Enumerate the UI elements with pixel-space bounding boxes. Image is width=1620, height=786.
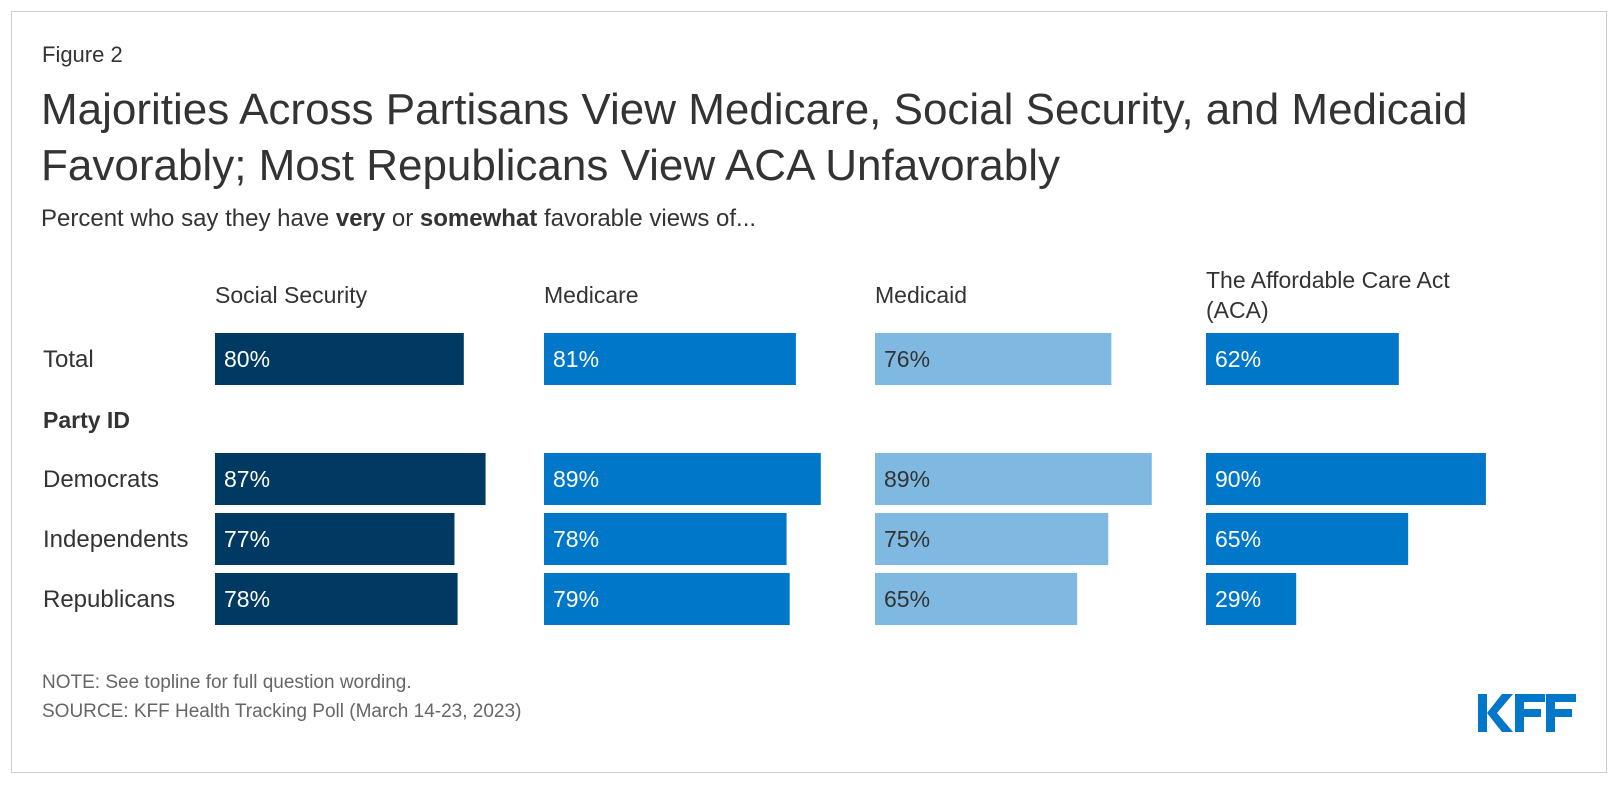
bar [1206,573,1297,625]
bar [875,573,1078,625]
bar [215,573,458,625]
note-text: NOTE: See topline for full question word… [42,672,412,693]
bar [875,333,1112,385]
row-label: Independents [43,526,188,553]
subtitle-bold-somewhat: somewhat [419,205,538,232]
chart-subtitle: Percent who say they have very or somewh… [41,205,756,233]
bar [544,453,821,505]
series-header: Medicare [544,282,639,308]
row-label: Democrats [43,466,159,493]
data-label: 75% [884,526,930,552]
subtitle-bold-very: very [335,205,386,232]
bar [544,573,790,625]
chart-notes: NOTE: See topline for full question word… [42,668,521,726]
data-label: 76% [884,346,930,372]
series-header: Social Security [215,282,368,308]
series-header: (ACA) [1206,297,1269,323]
series-header: The Affordable Care Act [1206,267,1450,293]
bar [1206,333,1399,385]
bar [215,453,486,505]
data-label: 78% [224,586,270,612]
data-label: 77% [224,526,270,552]
data-label: 81% [553,346,599,372]
row-label: Republicans [43,586,175,613]
kff-logo [1478,690,1576,736]
figure-label: Figure 2 [42,42,123,67]
data-label: 80% [224,346,270,372]
data-label: 78% [553,526,599,552]
series-header: Medicaid [875,282,967,308]
data-label: 65% [1215,526,1261,552]
bar [1206,453,1486,505]
bar [544,333,796,385]
subtitle-prefix: Percent who say they have [41,205,336,232]
figure-frame [11,11,1607,773]
bar-chart: Social Security Medicare Medicaid The Affor… [43,267,1486,625]
bar [1206,513,1409,565]
bar [215,333,464,385]
data-label: 89% [553,466,599,492]
subtitle-suffix: favorable views of... [537,205,757,232]
chart-title: Majorities Across Partisans View Medicar… [41,85,1468,190]
row-label: Total [43,346,94,373]
data-label: 29% [1215,586,1261,612]
bar [875,453,1152,505]
group-header-party-id: Party ID [43,407,130,433]
data-label: 87% [224,466,270,492]
data-label: 62% [1215,346,1261,372]
bar [544,513,787,565]
data-label: 90% [1215,466,1261,492]
source-text: SOURCE: KFF Health Tracking Poll (March … [42,701,522,722]
data-label: 65% [884,586,930,612]
data-label: 89% [884,466,930,492]
data-label: 79% [553,586,599,612]
bar [875,513,1109,565]
bar [215,513,455,565]
subtitle-middle: or [385,205,420,232]
